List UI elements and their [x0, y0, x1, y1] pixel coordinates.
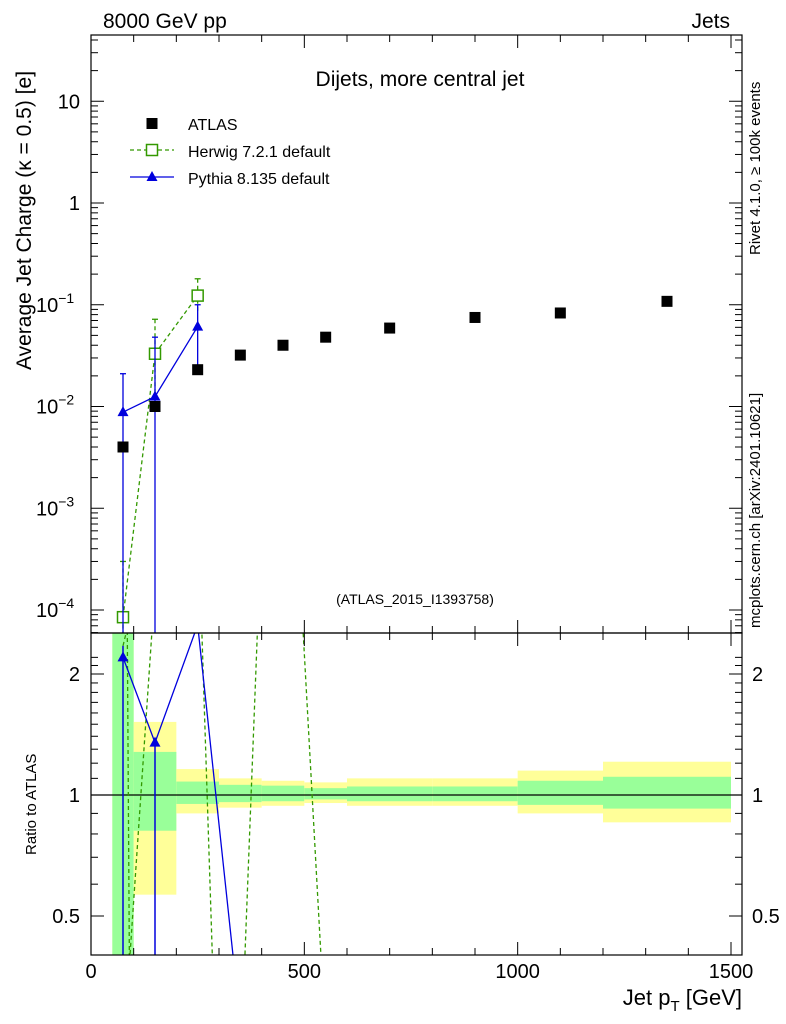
ratio-ytick-left-2: 2	[69, 664, 80, 686]
ratio-ytick-right-0: 0.5	[752, 906, 780, 928]
legend-label-0: ATLAS	[188, 117, 238, 134]
ratio-frame	[90, 632, 743, 956]
x-tick-label-3: 1500	[709, 961, 754, 983]
ratio-ytick-right-2: 2	[752, 664, 763, 686]
plot-frames	[90, 34, 743, 956]
inner-band-2	[176, 781, 219, 804]
y-tick-label-5: 10	[58, 91, 80, 113]
y-tick-label-4: 1	[69, 193, 80, 215]
atlas-marker-5	[320, 331, 332, 343]
legend-atlas-marker	[146, 118, 158, 129]
axis-labels: 10−4 10−3 10−2 10−1 1 10 0.5 0.5 1 1 2 2 0 500 1000 150…	[13, 68, 780, 1015]
ratio-lines	[117, 633, 322, 955]
y-tick-label-2: 10−2	[36, 392, 74, 419]
inner-band-5	[304, 788, 347, 800]
x-tick-label-2: 1000	[495, 961, 540, 983]
atlas-marker-0	[117, 441, 129, 453]
axis-ticks	[90, 35, 742, 955]
atlas-marker-7	[469, 311, 481, 323]
y-tick-label-3: 10−1	[36, 290, 74, 317]
ratio-ytick-left-0: 0.5	[52, 906, 80, 928]
inner-band-3	[219, 784, 262, 803]
legend: ATLAS Herwig 7.2.1 default Pythia 8.135 de…	[130, 117, 331, 188]
inner-band-7	[432, 786, 518, 802]
ratio-ytick-right-1: 1	[752, 785, 763, 807]
pythia-line	[122, 326, 199, 413]
legend-herwig-marker	[145, 143, 159, 157]
herwig-marker-2	[191, 289, 204, 302]
pythia-marker-0	[117, 406, 129, 417]
pythia-marker-2	[192, 320, 204, 331]
ratio-uncertainty-bands	[91, 633, 742, 955]
y-tick-label-0: 10−4	[36, 595, 74, 622]
inner-band-9	[603, 776, 731, 809]
side-label-bottom: mcplots.cern.ch [arXiv:2401.10621]	[747, 393, 764, 628]
legend-pythia-marker	[146, 171, 158, 181]
x-axis-title: Jet pT [GeV]	[623, 985, 742, 1015]
legend-label-1: Herwig 7.2.1 default	[188, 144, 331, 161]
inner-band-8	[517, 780, 603, 805]
legend-label-2: Pythia 8.135 default	[188, 171, 330, 188]
inner-band-6	[347, 786, 433, 802]
ratio-axis-title: Ratio to ATLAS	[23, 754, 40, 855]
atlas-marker-2	[192, 364, 204, 376]
y-axis-title: Average Jet Charge (κ = 0.5) [e]	[13, 71, 36, 370]
atlas-marker-6	[384, 322, 396, 334]
plot-title: Dijets, more central jet	[316, 68, 525, 91]
ratio-ytick-left-1: 1	[69, 785, 80, 807]
data-points	[116, 278, 673, 633]
inner-band-4	[261, 785, 305, 802]
atlas-marker-3	[234, 349, 246, 361]
y-tick-label-1: 10−3	[36, 493, 74, 520]
x-tick-label-0: 0	[85, 961, 96, 983]
header-left: 8000 GeV pp	[103, 10, 227, 33]
header: 8000 GeV pp Jets Rivet 4.1.0, ≥ 100k event…	[103, 10, 764, 628]
x-tick-label-1: 500	[288, 961, 321, 983]
band-group	[91, 633, 742, 955]
header-right: Jets	[691, 10, 730, 33]
atlas-marker-8	[554, 307, 566, 319]
mc-lines	[117, 633, 322, 955]
ratio-marker-1	[149, 736, 161, 747]
analysis-watermark: (ATLAS_2015_I1393758)	[336, 591, 494, 607]
side-label-top: Rivet 4.1.0, ≥ 100k events	[747, 82, 764, 255]
atlas-marker-4	[277, 339, 289, 351]
atlas-marker-1	[149, 401, 161, 412]
pythia-marker-1	[149, 390, 161, 401]
ratio-marker-0	[117, 651, 129, 662]
main-points	[116, 278, 673, 633]
ratio-line-0	[122, 633, 322, 955]
atlas-marker-9	[661, 295, 673, 307]
ratio-line-1	[122, 633, 234, 955]
